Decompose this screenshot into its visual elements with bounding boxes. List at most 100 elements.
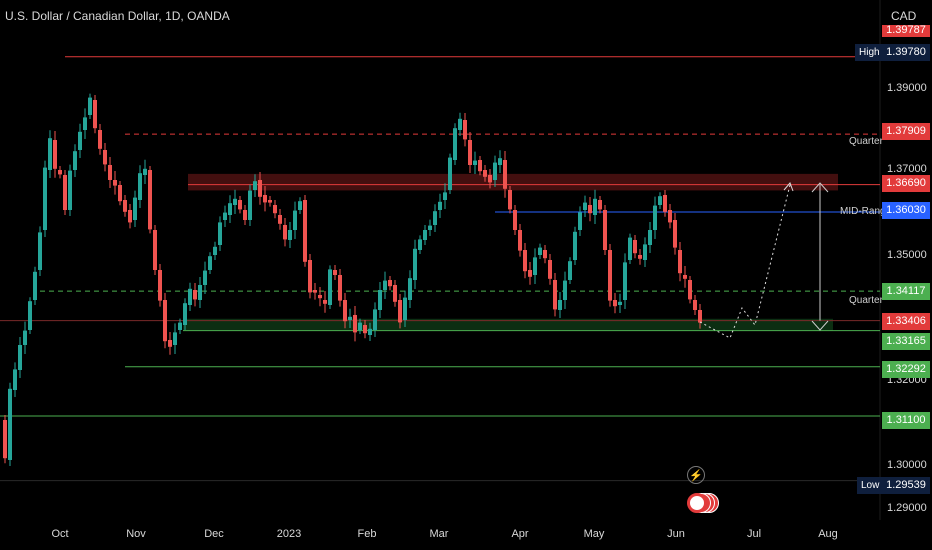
level-label-low: Low [857, 477, 882, 494]
candle-body [23, 330, 27, 345]
time-tick: Dec [204, 528, 224, 540]
candle-body [653, 205, 657, 230]
candle-body [688, 280, 692, 300]
candle-body [33, 271, 37, 300]
candle-body [58, 170, 62, 175]
candle-body [168, 340, 172, 347]
candle-body [78, 131, 82, 150]
price-tick: 1.29000 [887, 502, 927, 514]
candle-body [528, 270, 532, 277]
candle-body [113, 180, 117, 186]
candle-body [88, 97, 92, 115]
candle-body [338, 275, 342, 301]
price-tag-support-3: 1.31100 [882, 412, 930, 429]
price-tag-support: 1.33165 [882, 333, 930, 350]
candle-body [538, 247, 542, 255]
candle-body [63, 175, 67, 210]
candle-body [423, 230, 427, 240]
candle-body [213, 246, 217, 255]
candle-body [298, 201, 302, 210]
time-tick: Apr [511, 528, 529, 540]
candle-body [128, 210, 132, 223]
price-tag-high: 1.39780 [882, 44, 930, 61]
projection-path [699, 184, 791, 339]
projection-arrowhead [783, 182, 794, 192]
candle-body [118, 185, 122, 202]
candle-body [583, 202, 587, 210]
candle-body [633, 240, 637, 254]
candle-body [618, 301, 622, 305]
candle-body [28, 301, 32, 330]
candle-body [613, 300, 617, 307]
candle-body [573, 231, 577, 260]
candle-body [248, 190, 252, 220]
candle-body [293, 210, 297, 230]
level-label-quarter-bottom: Quarter [849, 295, 883, 306]
candle-body [303, 200, 307, 262]
range-arrow-top [811, 182, 829, 193]
candle-body [178, 322, 182, 330]
candle-body [163, 300, 167, 342]
candle-body [668, 210, 672, 223]
price-tick: 1.37000 [887, 163, 927, 175]
candle-body [393, 285, 397, 302]
candle-body [153, 230, 157, 270]
time-tick: Mar [429, 528, 449, 540]
level-label-quarter-top: Quarter [849, 136, 883, 147]
price-tag-support-2: 1.32292 [882, 361, 930, 378]
candle-body [493, 162, 497, 180]
candle-body [678, 250, 682, 274]
candle-body [658, 196, 662, 205]
candle-body [308, 260, 312, 293]
candle-body [323, 300, 327, 304]
price-tick: 1.35000 [887, 249, 927, 261]
time-tick: May [583, 528, 605, 540]
candle-body [638, 255, 642, 259]
candle-body [478, 160, 482, 172]
level-label-high: High [855, 44, 882, 61]
candle-body [143, 168, 147, 175]
lightning-icon[interactable]: ⚡ [687, 466, 705, 484]
candle-body [623, 262, 627, 300]
candle-body [593, 198, 597, 215]
candle-body [683, 275, 687, 279]
candle-body [438, 201, 442, 210]
candle-body [8, 388, 12, 460]
candle-body [443, 192, 447, 200]
candle-body [268, 200, 272, 203]
candle-body [563, 280, 567, 300]
candle-body [158, 270, 162, 301]
candle-body [3, 420, 7, 459]
candle-body [388, 280, 392, 287]
candle-body [208, 256, 212, 270]
candle-body [183, 303, 187, 325]
candle-body [198, 285, 202, 300]
candle-body [348, 316, 352, 320]
candle-body [553, 280, 557, 310]
candle-body [138, 173, 142, 200]
candle-body [603, 210, 607, 250]
candle-body [693, 300, 697, 310]
canada-flag-icon[interactable] [687, 493, 721, 515]
candle-body [433, 211, 437, 225]
candle-body [123, 200, 127, 212]
candle-body [363, 325, 367, 334]
candle-body [258, 180, 262, 197]
candle-body [328, 269, 332, 305]
candle-body [548, 260, 552, 279]
candle-body [53, 140, 57, 169]
candle-body [43, 167, 47, 230]
candle-body [263, 195, 267, 203]
candle-body [508, 190, 512, 210]
candle-body [353, 315, 357, 333]
price-tag-resistance: 1.36690 [882, 175, 930, 192]
candle-body [518, 230, 522, 251]
candle-body [448, 157, 452, 190]
level-label-mid-range: MID-Range [840, 206, 892, 217]
candle-body [398, 300, 402, 323]
candle-body [343, 300, 347, 322]
candle-body [13, 369, 17, 390]
candle-body [503, 160, 507, 189]
candle-body [533, 257, 537, 275]
